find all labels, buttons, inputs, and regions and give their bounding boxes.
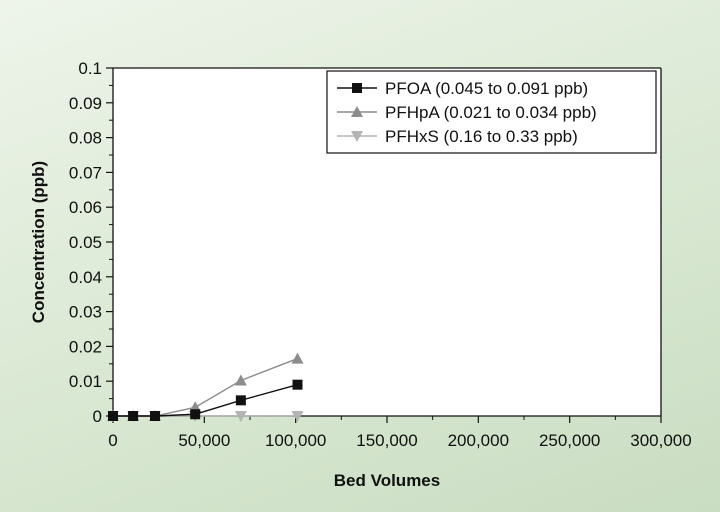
legend-box [326,70,657,154]
legend-label: PFHxS (0.16 to 0.33 ppb) [385,127,578,146]
y-tick-label: 0.08 [69,129,102,148]
legend-marker [351,106,363,117]
y-tick-label: 0 [93,407,102,426]
axes: 0 0.01 0.02 0.03 0.04 0.05 0.06 0.07 0.08 0.09 0.1… [69,59,692,450]
x-tick-label: 150,000 [356,431,417,450]
legend: PFOA (0.045 to 0.091 ppb) PFHpA (0.021 to… [326,70,657,154]
data-point [150,411,161,421]
legend-item: PFOA (0.045 to 0.091 ppb) [337,79,588,98]
y-tick-label: 0.07 [69,163,102,182]
y-tick-label: 0.03 [69,303,102,322]
y-tick-label: 0.06 [69,198,102,217]
data-point [235,395,246,406]
x-tick-label: 200,000 [448,431,509,450]
series-square [108,379,303,421]
data-point [128,411,139,421]
legend-marker [352,83,362,93]
y-tick-label: 0.01 [69,372,102,391]
y-tick-label: 0.09 [69,94,102,113]
data-point [108,411,118,421]
data-point [234,374,247,386]
series-layer [107,352,304,422]
legend-label: PFHpA (0.021 to 0.034 ppb) [385,103,597,122]
x-tick-label: 50,000 [178,431,230,450]
legend-item: PFHpA (0.021 to 0.034 ppb) [337,103,597,122]
data-point [291,352,304,364]
data-point [292,379,303,390]
legend-marker [351,131,363,142]
data-point [234,411,247,422]
y-tick-label: 0.02 [69,337,102,356]
data-point [190,409,201,420]
y-axis-title: Concentration (ppb) [29,161,48,323]
y-tick-label: 0.04 [69,268,102,287]
legend-item: PFHxS (0.16 to 0.33 ppb) [337,127,578,146]
x-tick-label: 300,000 [630,431,691,450]
y-tick-label: 0.05 [69,233,102,252]
x-tick-label: 100,000 [265,431,326,450]
y-tick-label: 0.1 [78,59,102,78]
data-point [291,411,304,422]
x-tick-label: 0 [108,431,117,450]
x-axis-title: Bed Volumes [334,471,440,490]
legend-label: PFOA (0.045 to 0.091 ppb) [385,79,588,98]
x-tick-label: 250,000 [539,431,600,450]
